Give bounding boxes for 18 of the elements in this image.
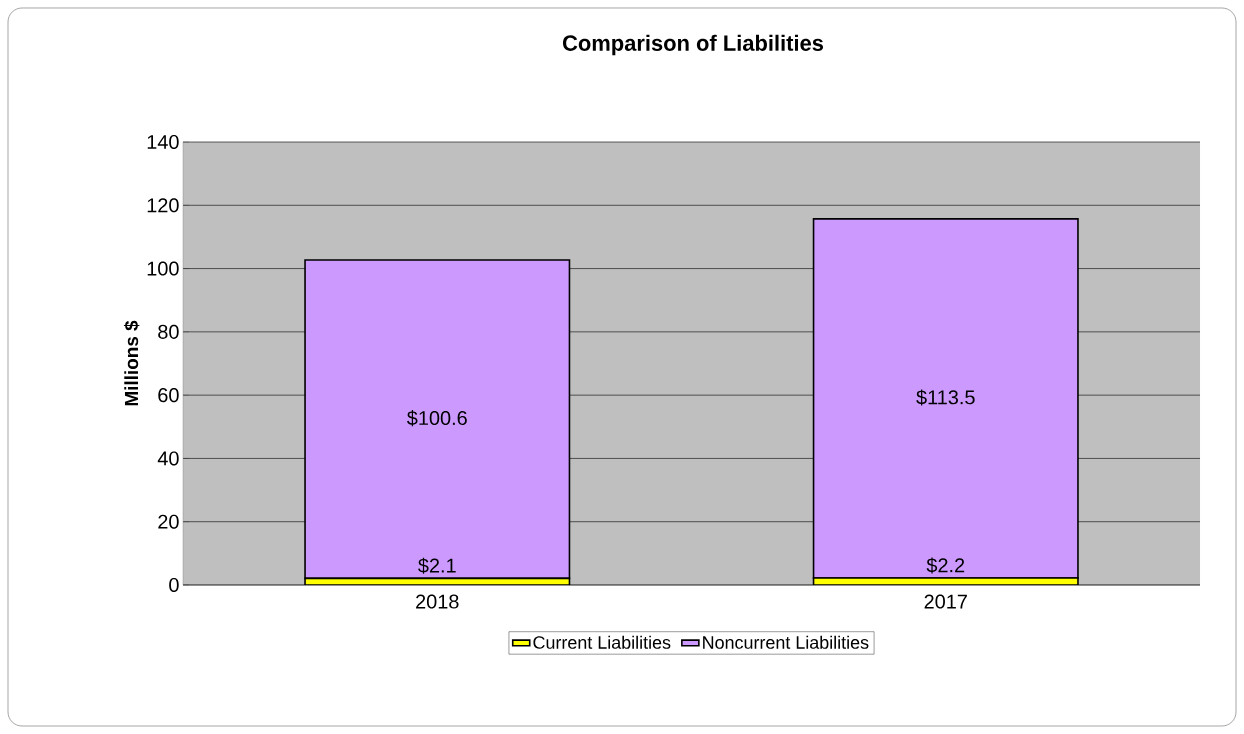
data-label: $2.1 — [418, 557, 456, 574]
data-label: $100.6 — [407, 410, 467, 427]
chart-title: Comparison of Liabilities — [563, 34, 824, 56]
y-axis-title: Millions $ — [123, 320, 140, 406]
data-label: $113.5 — [916, 389, 975, 406]
y-tick-label: 80 — [158, 324, 179, 339]
x-tick-label: 2018 — [416, 594, 459, 609]
y-tick-label: 100 — [147, 261, 179, 276]
legend-label: Current Liabilities — [533, 635, 671, 649]
y-tick-label: 140 — [147, 134, 179, 150]
data-label: $2.2 — [926, 557, 965, 574]
y-tick-label: 120 — [147, 198, 179, 213]
y-tick-label: 0 — [169, 577, 179, 593]
y-tick-label: 40 — [157, 451, 179, 466]
legend-label: Noncurrent Liabilities — [703, 635, 869, 649]
x-tick-label: 2017 — [924, 594, 967, 609]
y-tick-label: 60 — [158, 388, 179, 403]
y-tick-label: 20 — [158, 514, 179, 529]
